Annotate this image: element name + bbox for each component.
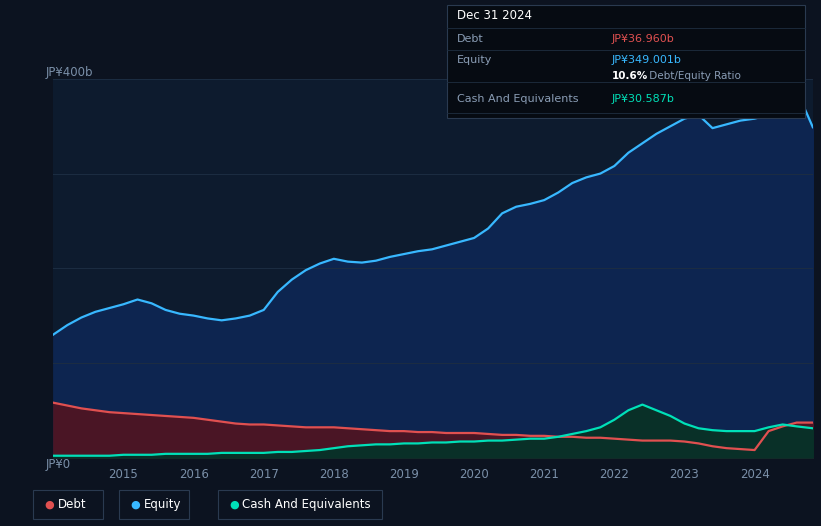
Text: Equity: Equity [457,55,493,65]
Text: JP¥36.960b: JP¥36.960b [612,34,674,44]
Text: JP¥349.001b: JP¥349.001b [612,55,681,65]
Text: ●: ● [44,500,54,510]
Text: JP¥30.587b: JP¥30.587b [612,95,675,105]
Text: 10.6%: 10.6% [612,70,648,80]
Text: Debt: Debt [457,34,484,44]
Text: JP¥400b: JP¥400b [46,66,94,79]
Text: Dec 31 2024: Dec 31 2024 [457,9,532,23]
Text: Debt: Debt [57,499,86,511]
Text: Cash And Equivalents: Cash And Equivalents [242,499,371,511]
Text: JP¥0: JP¥0 [46,458,71,471]
Text: Equity: Equity [144,499,181,511]
Text: ●: ● [131,500,140,510]
Text: Debt/Equity Ratio: Debt/Equity Ratio [646,70,741,80]
Text: Cash And Equivalents: Cash And Equivalents [457,95,579,105]
Text: ●: ● [229,500,239,510]
